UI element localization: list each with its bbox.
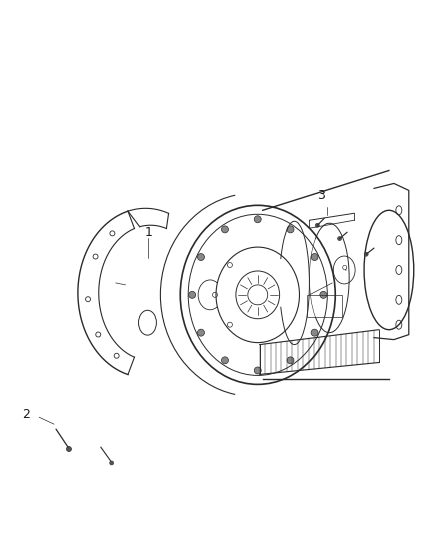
Ellipse shape <box>338 237 342 240</box>
Ellipse shape <box>315 223 319 227</box>
Ellipse shape <box>364 252 368 256</box>
Text: 3: 3 <box>318 189 325 202</box>
Ellipse shape <box>222 357 229 364</box>
Ellipse shape <box>254 367 261 374</box>
Ellipse shape <box>254 216 261 223</box>
Text: 2: 2 <box>22 408 30 421</box>
Text: Q: Q <box>342 265 347 271</box>
Ellipse shape <box>320 292 327 298</box>
Ellipse shape <box>311 254 318 261</box>
Text: 1: 1 <box>145 225 152 239</box>
Ellipse shape <box>287 357 294 364</box>
Ellipse shape <box>198 254 205 261</box>
Ellipse shape <box>110 461 114 465</box>
Ellipse shape <box>67 447 71 451</box>
Ellipse shape <box>222 226 229 233</box>
Ellipse shape <box>189 292 196 298</box>
Ellipse shape <box>311 329 318 336</box>
Ellipse shape <box>287 226 294 233</box>
Ellipse shape <box>198 329 205 336</box>
